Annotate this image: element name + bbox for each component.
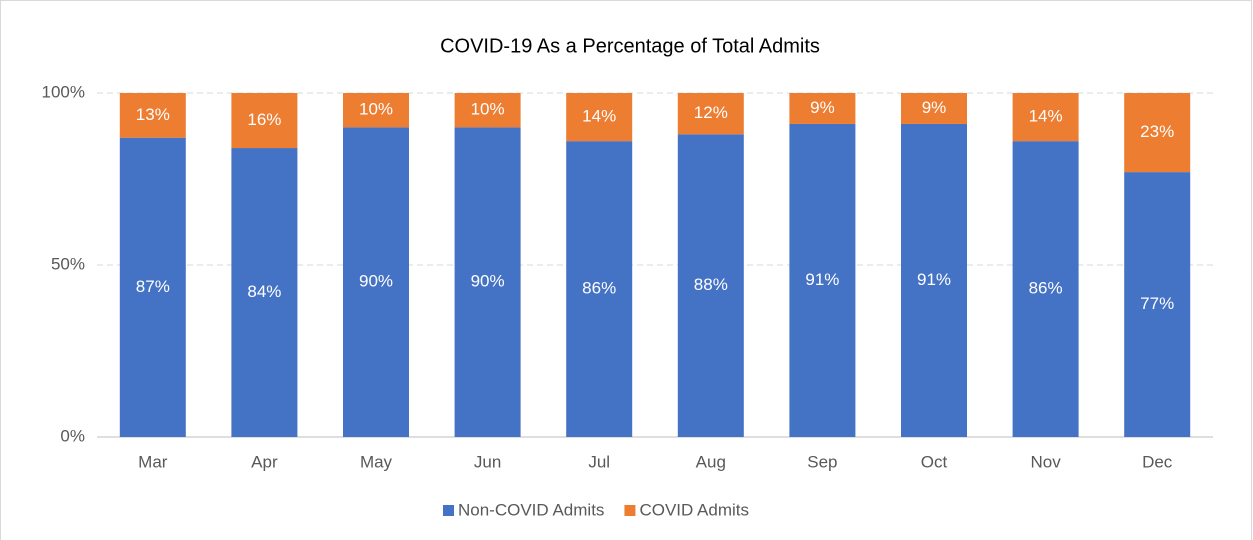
bar-segment <box>1012 141 1079 437</box>
data-label: 9% <box>922 98 947 117</box>
bar-segment <box>119 93 186 138</box>
bar-segment <box>789 123 856 438</box>
bar-segment <box>454 127 521 438</box>
data-label: 86% <box>582 279 616 298</box>
bar-segment <box>343 127 409 438</box>
legend-label: Non-COVID Admits <box>458 500 604 519</box>
bar-segment <box>1012 93 1079 142</box>
bar-segment <box>677 134 744 437</box>
x-tick-label: Jul <box>588 452 610 471</box>
data-label: 14% <box>1029 107 1063 126</box>
legend-label: COVID Admits <box>639 500 749 519</box>
x-tick-label: Nov <box>1030 452 1061 471</box>
y-tick-label: 0% <box>60 426 85 445</box>
bar-segment <box>231 93 298 149</box>
data-label: 87% <box>136 277 170 296</box>
bar-segment <box>231 148 298 438</box>
data-label: 90% <box>359 272 393 291</box>
data-label: 16% <box>247 110 281 129</box>
data-label: 10% <box>359 100 393 119</box>
data-label: 9% <box>810 98 835 117</box>
bar-segment <box>677 93 744 135</box>
x-tick-label: Jun <box>474 452 501 471</box>
legend-swatch <box>443 505 454 516</box>
bar-segment <box>1124 172 1191 437</box>
bar-segment <box>343 93 409 128</box>
y-tick-label: 50% <box>51 254 85 273</box>
x-tick-label: Aug <box>696 452 726 471</box>
chart-title: COVID-19 As a Percentage of Total Admits <box>440 35 820 57</box>
bar-segment <box>901 123 967 438</box>
x-tick-label: Oct <box>921 452 948 471</box>
data-label: 23% <box>1140 122 1174 141</box>
data-label: 91% <box>917 270 951 289</box>
legend-swatch <box>624 505 636 516</box>
x-tick-label: Dec <box>1142 452 1173 471</box>
bar-segment <box>1124 93 1191 173</box>
data-label: 90% <box>471 272 505 291</box>
bar-segment <box>454 93 521 128</box>
bar-segment <box>901 93 967 124</box>
data-label: 12% <box>694 103 728 122</box>
bar-segment <box>566 93 633 142</box>
bar-segment <box>566 141 633 437</box>
data-label: 91% <box>805 270 839 289</box>
x-tick-label: Apr <box>251 452 278 471</box>
data-label: 88% <box>694 275 728 294</box>
x-tick-label: May <box>360 452 393 471</box>
data-label: 13% <box>136 105 170 124</box>
bar-segment <box>119 137 186 437</box>
bar-segment <box>789 93 856 124</box>
data-label: 14% <box>582 107 616 126</box>
data-label: 84% <box>247 282 281 301</box>
data-label: 86% <box>1029 279 1063 298</box>
x-tick-label: Mar <box>138 452 168 471</box>
data-label: 10% <box>471 100 505 119</box>
y-tick-label: 100% <box>42 82 85 101</box>
x-tick-label: Sep <box>807 452 837 471</box>
data-label: 77% <box>1140 294 1174 313</box>
